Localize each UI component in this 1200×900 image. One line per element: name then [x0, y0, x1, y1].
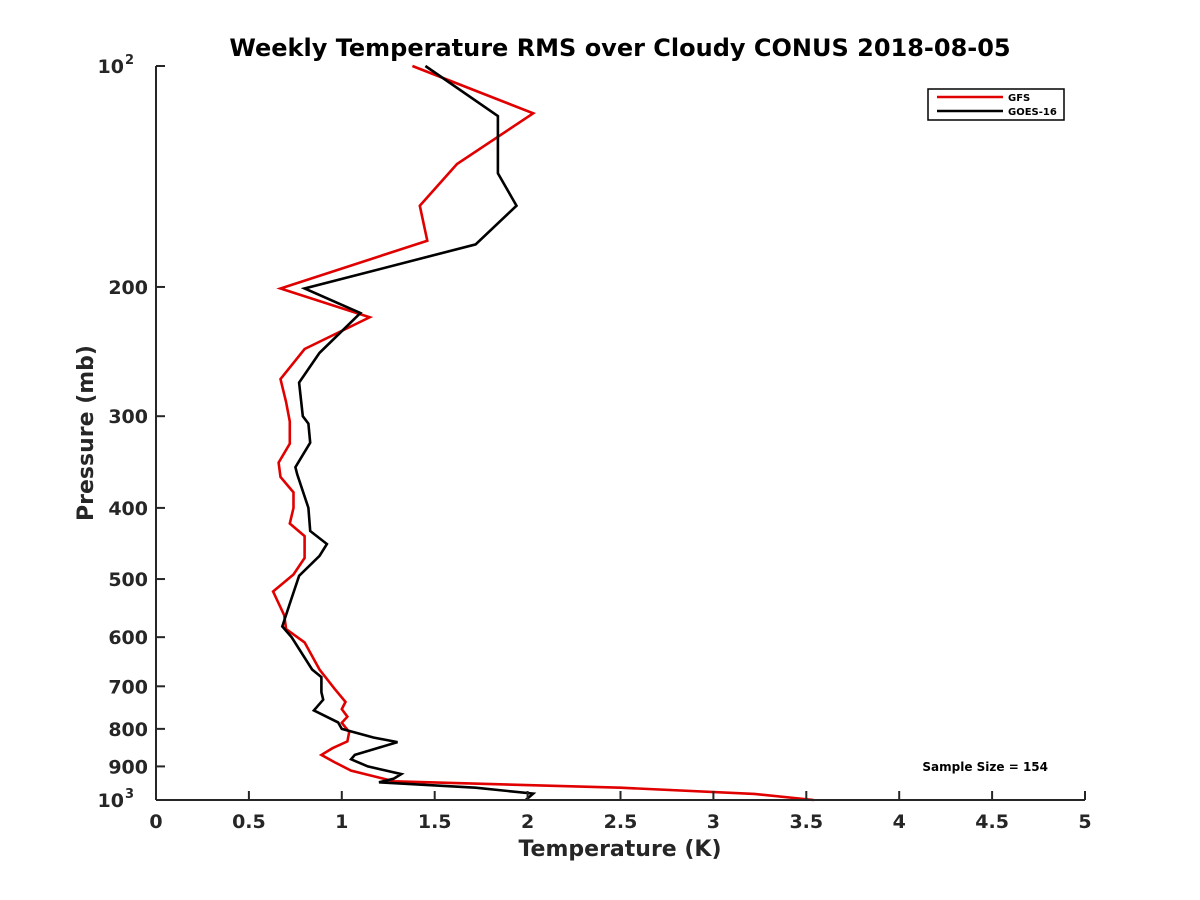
y-tick-label: 800	[108, 719, 148, 741]
x-tick-label: 5	[1078, 811, 1091, 833]
x-tick-label: 1.5	[418, 811, 452, 833]
y-tick-label: 600	[108, 627, 148, 649]
x-axis-ticks: 0 0.5 1 1.5 2 2.5 3 3.5 4 4.5 5	[149, 791, 1092, 833]
x-tick-label: 3	[707, 811, 720, 833]
y-tick-label: 500	[108, 569, 148, 591]
y-tick-label: 900	[108, 756, 148, 778]
x-tick-label: 3.5	[789, 811, 823, 833]
x-tick-label: 0	[149, 811, 162, 833]
series-line-gfs	[271, 64, 814, 802]
series-lines	[271, 64, 814, 802]
y-tick-label: 10 3	[98, 787, 135, 812]
y-tick-label: 700	[108, 676, 148, 698]
y-tick-label: 400	[108, 498, 148, 520]
x-tick-label: 4	[893, 811, 906, 833]
x-tick-label: 1	[335, 811, 348, 833]
y-tick-label-exponent: 3	[125, 787, 134, 802]
x-tick-label: 4.5	[975, 811, 1009, 833]
x-tick-label: 2	[521, 811, 534, 833]
y-tick-label: 200	[108, 277, 148, 299]
series-line-goes16	[280, 64, 537, 801]
y-tick-label-exponent: 2	[125, 53, 134, 68]
y-tick-label: 10 2	[98, 53, 135, 78]
y-axis-label: Pressure (mb)	[74, 345, 99, 521]
legend-box	[927, 88, 1065, 121]
x-tick-label: 2.5	[604, 811, 638, 833]
sample-size-annotation: Sample Size = 154	[922, 760, 1048, 774]
x-tick-label: 0.5	[232, 811, 266, 833]
chart-title: Weekly Temperature RMS over Cloudy CONUS…	[229, 34, 1010, 62]
legend-label-gfs: GFS	[1008, 93, 1030, 104]
legend-label-goes16: GOES-16	[1008, 107, 1057, 118]
x-axis-label: Temperature (K)	[518, 837, 721, 862]
y-tick-label-base: 10	[98, 56, 124, 78]
y-tick-label-base: 10	[98, 790, 124, 812]
plot-area: 0 0.5 1 1.5 2 2.5 3 3.5 4 4.5 5 10 2200300400500600…	[98, 53, 1092, 833]
legend: GFS GOES-16	[927, 88, 1065, 121]
y-tick-label: 300	[108, 406, 148, 428]
